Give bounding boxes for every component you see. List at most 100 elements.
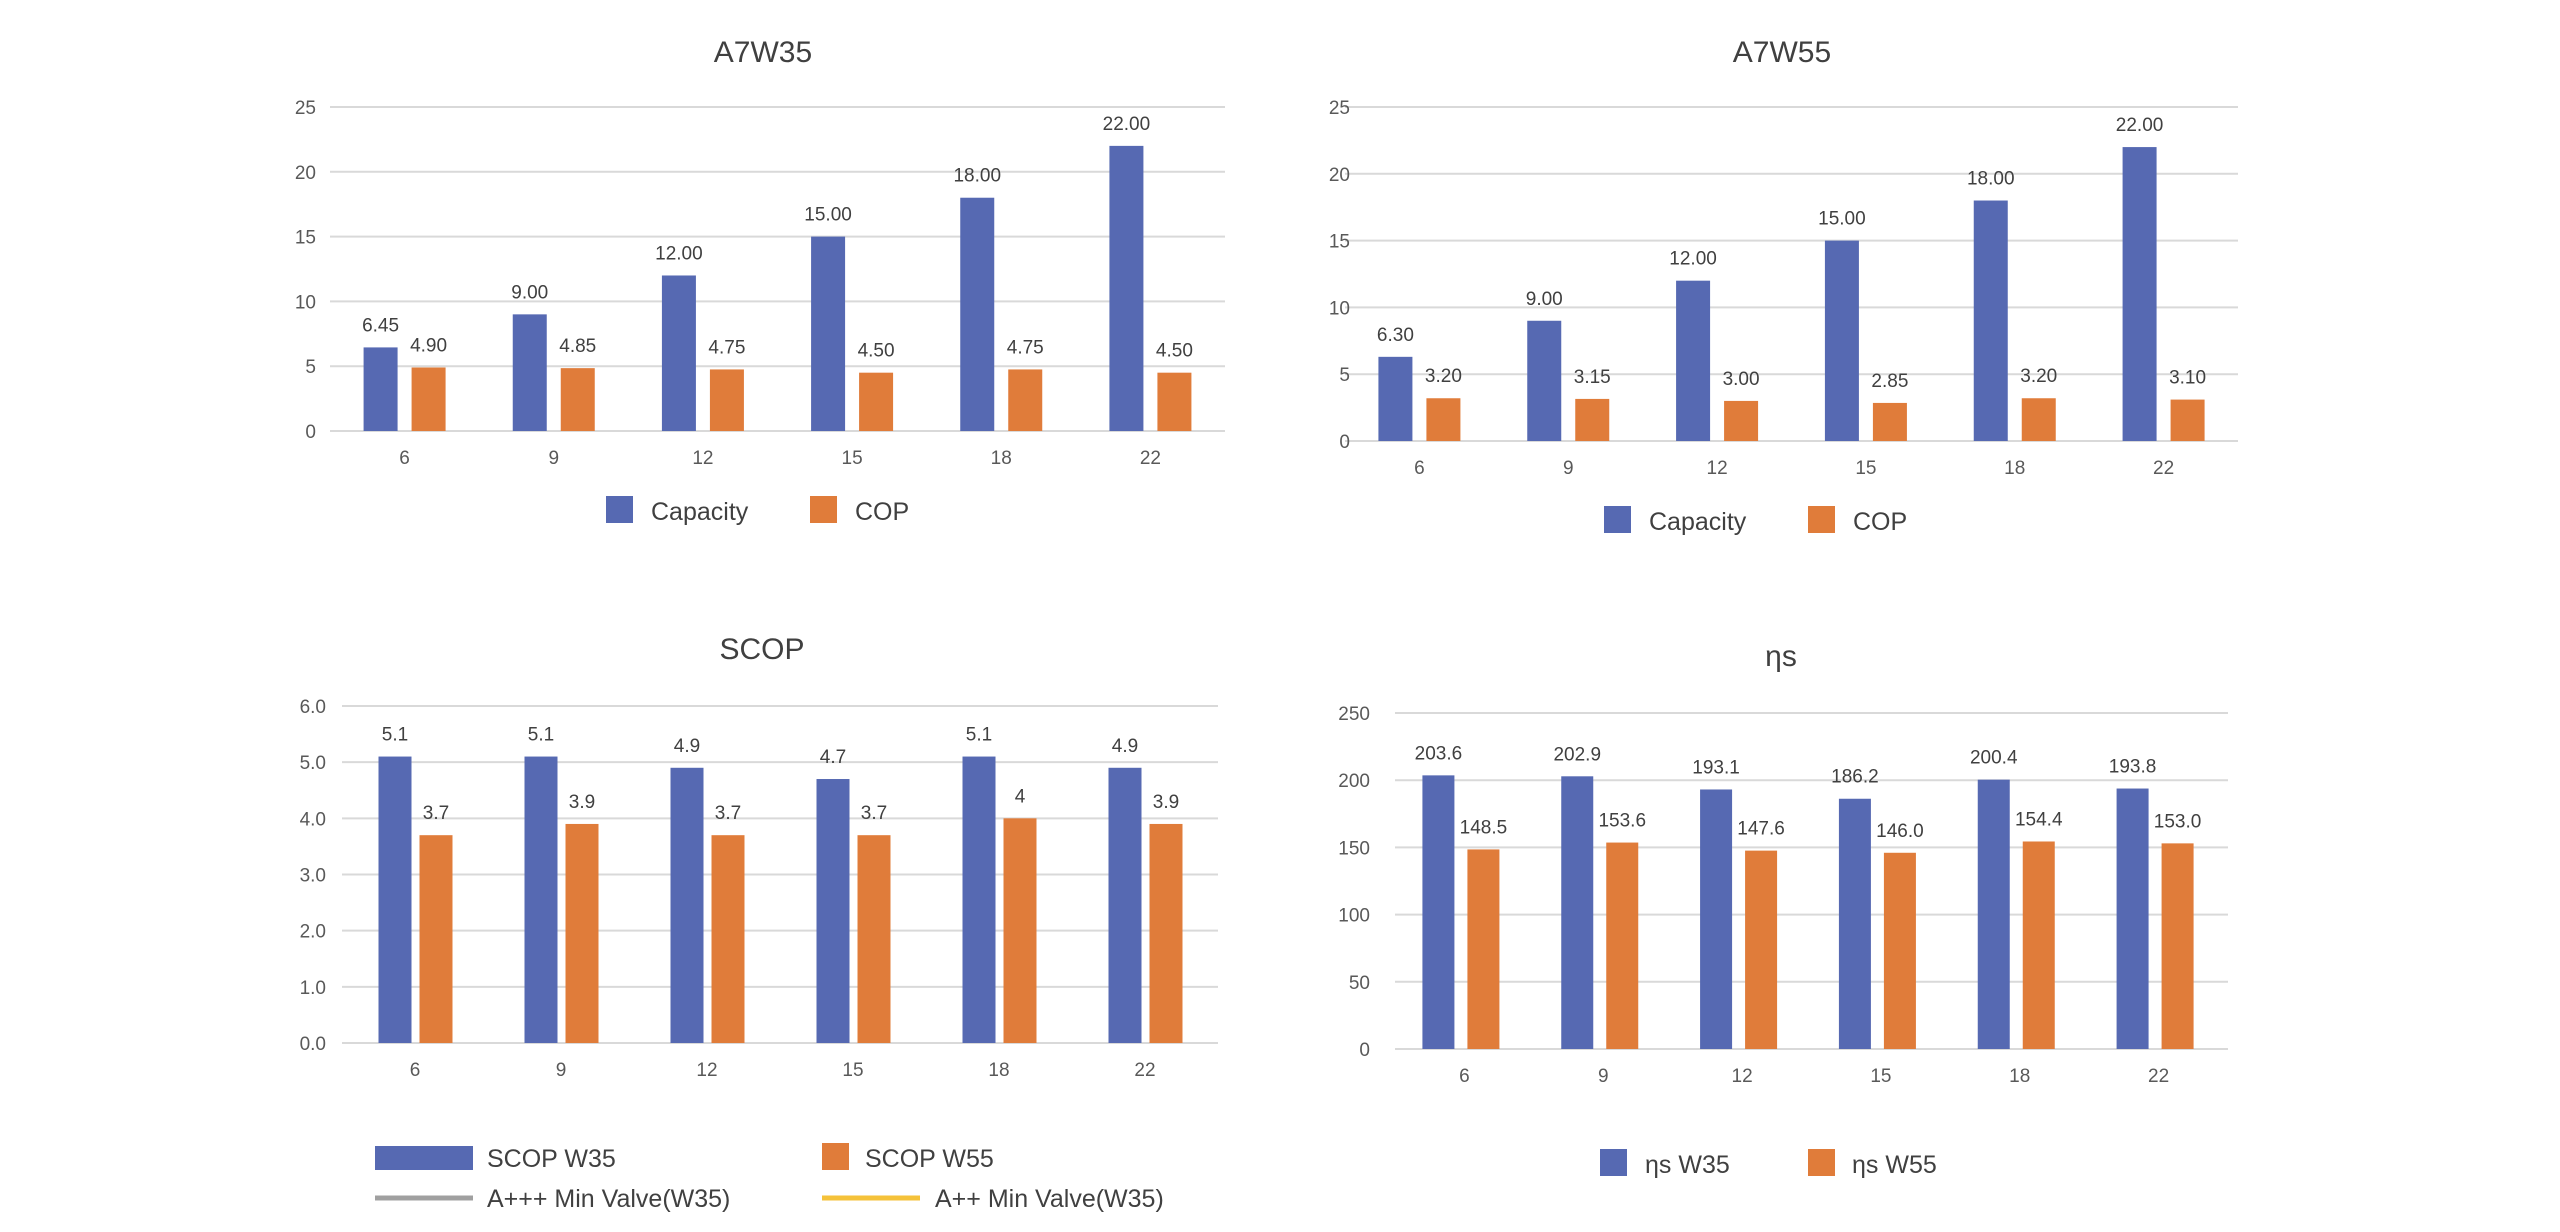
bar-series-1 [1109,145,1144,431]
bar-series-1 [1378,356,1413,441]
bar-series-2 [1008,369,1043,431]
bar-series-1 [378,756,412,1043]
bar-series-2 [1575,398,1610,441]
bar-series-2 [1872,402,1907,441]
bar-series-1 [1561,776,1594,1049]
chart-1: A7W35 0 5 10 15 20 25 6 6.45 4.90 9 9.00 4.85 12 12.00… [295,36,1225,526]
y-tick-label: 15 [1329,232,1350,253]
y-tick-label: 1.0 [300,978,326,999]
data-label: 3.7 [423,803,449,824]
bar-series-1 [512,314,547,431]
x-tick-label: 6 [399,448,410,469]
legend-swatch [822,1143,849,1170]
bar-series-2 [2161,843,2194,1049]
y-tick-label: 3.0 [300,866,326,887]
bar-series-2 [1003,818,1037,1043]
data-label: 4.90 [410,335,447,356]
chart-title: A7W55 [1733,36,1831,69]
data-label: 3.7 [715,803,741,824]
bar-series-2 [1149,823,1183,1043]
legend-label: Capacity [651,498,749,526]
y-tick-label: 0 [305,422,316,443]
data-label: 15.00 [1818,209,1866,230]
y-tick-label: 10 [1329,298,1350,319]
data-label: 5.1 [966,725,992,746]
x-tick-label: 15 [842,1060,863,1081]
legend-swatch [1808,506,1835,533]
legend-label: ηs W35 [1645,1151,1730,1179]
data-label: 5.1 [382,725,408,746]
bar-series-2 [1745,850,1778,1049]
y-tick-label: 0 [1339,432,1350,453]
data-label: 193.1 [1692,757,1740,778]
y-tick-label: 4.0 [300,809,326,830]
x-tick-label: 22 [2153,458,2174,479]
y-tick-label: 5.0 [300,753,326,774]
data-label: 12.00 [655,243,703,264]
bar-series-1 [962,756,996,1043]
bar-series-2 [560,368,595,431]
data-label: 4.75 [708,337,745,358]
data-label: 186.2 [1831,767,1879,788]
legend-swatch [1600,1149,1627,1176]
bar-series-2 [565,823,599,1043]
x-tick-label: 18 [988,1060,1009,1081]
legend-label: COP [855,498,909,526]
bar-series-2 [709,369,744,431]
x-tick-label: 15 [1870,1066,1891,1087]
bar-series-1 [661,275,696,431]
data-label: 4.9 [1112,736,1138,757]
y-tick-label: 2.0 [300,922,326,943]
data-label: 3.9 [1153,792,1179,813]
data-label: 4.85 [559,336,596,357]
x-tick-label: 15 [842,448,863,469]
x-tick-label: 6 [1414,458,1425,479]
legend-swatch [606,496,633,523]
y-tick-label: 0.0 [300,1034,326,1055]
bar-series-1 [363,347,398,431]
legend-label: COP [1853,508,1907,536]
data-label: 202.9 [1553,744,1601,765]
y-tick-label: 25 [1329,98,1350,119]
legend-swatch [375,1146,473,1170]
bar-series-1 [1824,240,1859,441]
y-tick-label: 50 [1349,973,1370,994]
data-label: 2.85 [1871,371,1908,392]
data-label: 3.9 [569,792,595,813]
data-label: 203.6 [1415,743,1463,764]
bar-series-2 [1606,842,1639,1049]
data-label: 3.15 [1574,367,1611,388]
x-tick-label: 18 [991,448,1012,469]
bar-series-2 [711,835,745,1043]
legend-label: ηs W55 [1852,1151,1937,1179]
legend-swatch [810,496,837,523]
x-tick-label: 9 [1598,1066,1609,1087]
x-tick-label: 9 [1563,458,1574,479]
x-tick-label: 9 [548,448,559,469]
data-label: 3.10 [2169,368,2206,389]
legend-label: SCOP W55 [865,1145,994,1173]
y-tick-label: 0 [1359,1040,1370,1061]
chart-title: ηs [1765,640,1797,673]
x-tick-label: 6 [1459,1066,1470,1087]
legend-swatch [1808,1149,1835,1176]
bar-series-2 [1157,372,1192,431]
y-tick-label: 15 [295,228,316,249]
data-label: 4.75 [1007,337,1044,358]
bar-series-1 [1838,798,1871,1049]
bar-series-2 [857,835,891,1043]
y-tick-label: 5 [305,357,316,378]
x-tick-label: 18 [2004,458,2025,479]
bar-series-1 [816,779,850,1043]
data-label: 6.45 [362,315,399,336]
data-label: 3.20 [1425,366,1462,387]
x-tick-label: 12 [696,1060,717,1081]
data-label: 193.8 [2109,757,2157,778]
x-tick-label: 22 [1134,1060,1155,1081]
chart-4: ηs 0 50 100 150 200 250 6 203.6 148.5 9 202.9 153.6 1… [1338,640,2228,1179]
data-label: 18.00 [1967,169,2015,190]
data-label: 153.6 [1598,811,1646,832]
data-label: 9.00 [1526,289,1563,310]
data-label: 4.50 [1156,341,1193,362]
